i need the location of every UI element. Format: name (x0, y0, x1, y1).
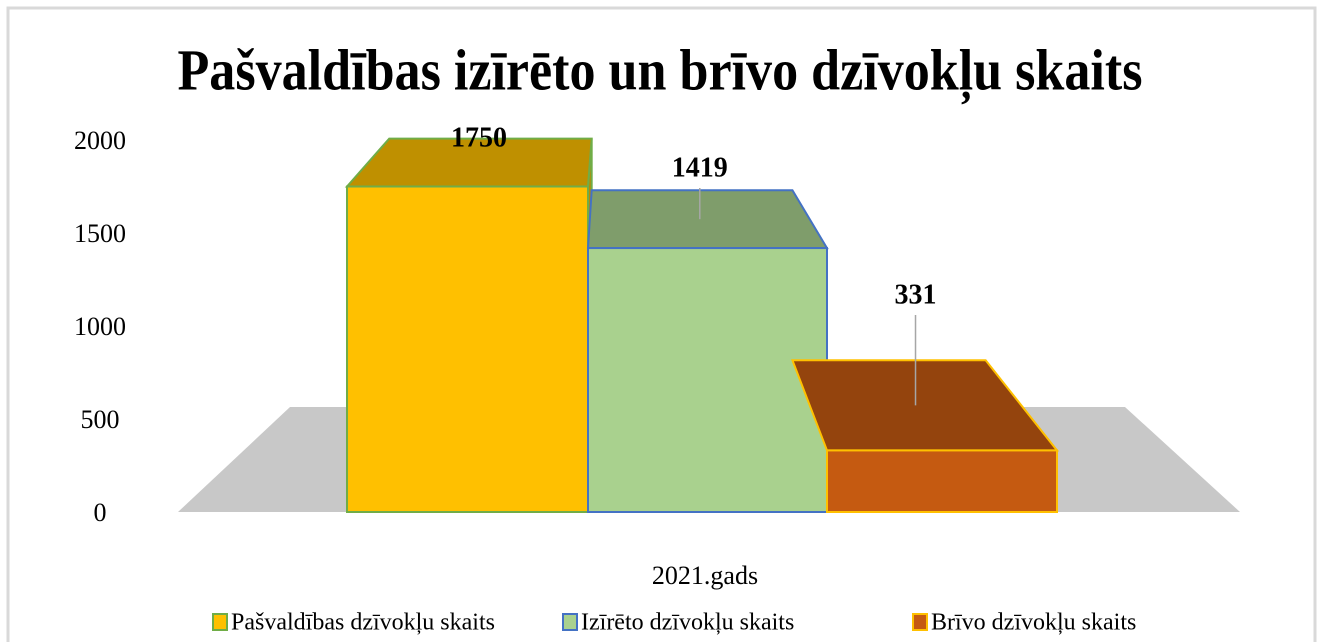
legend-marker (562, 613, 578, 631)
y-tick-label: 0 (94, 498, 107, 527)
bar-top (586, 189, 829, 250)
chart-title: Pašvaldības izīrēto un brīvo dzīvokļu sk… (178, 37, 1143, 104)
x-tick-label: 2021.gads (652, 561, 758, 590)
bar (826, 449, 1058, 513)
data-label: 1419 (672, 152, 728, 183)
legend-label: Pašvaldības dzīvokļu skaits (231, 610, 495, 636)
legend-label: Izīrēto dzīvokļu skaits (581, 610, 794, 636)
y-tick-label: 1000 (74, 312, 126, 341)
legend-label: Brīvo dzīvokļu skaits (931, 610, 1136, 636)
legend-marker (212, 613, 228, 631)
y-tick-label: 1500 (74, 219, 126, 248)
bar (587, 247, 828, 513)
bar (346, 185, 589, 513)
data-label: 331 (895, 279, 937, 310)
legend-marker (912, 613, 928, 631)
y-tick-label: 500 (81, 405, 120, 434)
y-tick-label: 2000 (74, 126, 126, 155)
data-label: 1750 (451, 122, 507, 153)
